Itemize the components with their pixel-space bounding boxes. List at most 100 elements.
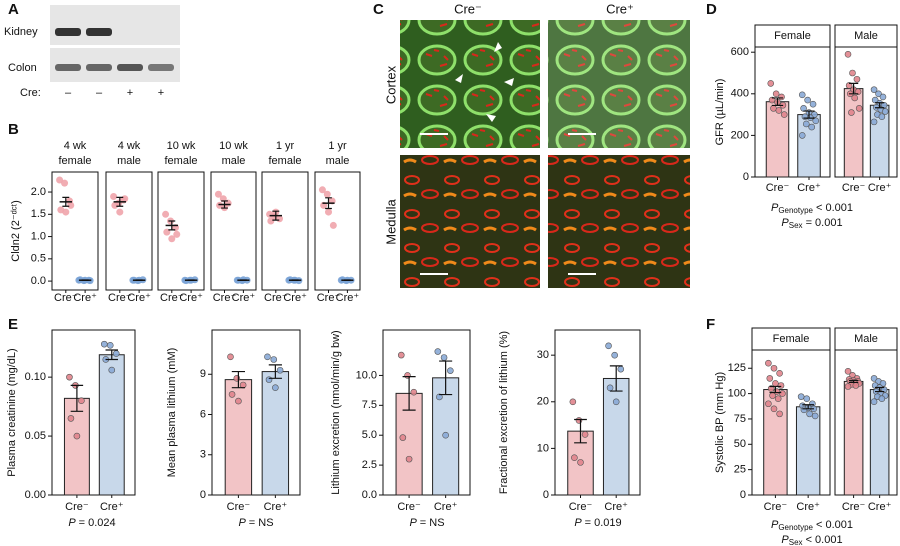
data-point bbox=[605, 342, 612, 350]
error-bar bbox=[848, 82, 859, 95]
micrograph bbox=[548, 155, 690, 288]
data-point bbox=[110, 192, 118, 200]
data-point bbox=[779, 390, 786, 397]
x-tick-label: Cre⁻ bbox=[264, 292, 288, 304]
error-bar bbox=[70, 384, 84, 412]
data-point bbox=[106, 342, 114, 349]
data-point bbox=[800, 406, 808, 414]
stat-symbol: P bbox=[771, 519, 779, 531]
x-tick-label: Cre⁺ bbox=[127, 292, 151, 304]
facet-title: female bbox=[268, 155, 301, 167]
plot-frame bbox=[314, 171, 361, 291]
y-tick-label: 100 bbox=[728, 388, 746, 400]
x-tick-label: Cre⁻ bbox=[766, 182, 790, 194]
plot-frame bbox=[51, 329, 136, 496]
data-point bbox=[798, 91, 806, 99]
plot-frame bbox=[105, 171, 153, 291]
data-point bbox=[772, 380, 779, 387]
data-point bbox=[803, 395, 811, 402]
data-point bbox=[270, 356, 278, 363]
lane-label: + bbox=[158, 87, 164, 99]
data-point bbox=[775, 107, 783, 114]
data-point bbox=[848, 109, 855, 116]
data-point bbox=[611, 351, 618, 359]
facet-title: male bbox=[117, 155, 141, 167]
data-point bbox=[770, 105, 777, 112]
data-point bbox=[776, 370, 783, 377]
data-point bbox=[436, 393, 443, 401]
bar bbox=[795, 406, 821, 496]
error-bar bbox=[105, 349, 118, 361]
error-bar bbox=[168, 220, 176, 231]
facet-strip bbox=[754, 24, 831, 48]
band bbox=[86, 28, 112, 36]
facet-title: 1 yr bbox=[328, 140, 347, 152]
stat-text: PGenotype < 0.001 bbox=[771, 202, 853, 215]
y-tick-label: 0.05 bbox=[25, 430, 46, 442]
y-tick-label: 20 bbox=[537, 396, 549, 408]
data-point bbox=[780, 111, 788, 118]
data-point bbox=[766, 375, 774, 382]
y-tick-label: 600 bbox=[731, 46, 749, 58]
data-point bbox=[612, 398, 620, 406]
band bbox=[86, 64, 112, 71]
y-tick-label: 0 bbox=[743, 171, 749, 183]
band bbox=[148, 64, 174, 71]
data-point bbox=[802, 120, 810, 128]
y-tick-label: 0.00 bbox=[25, 489, 46, 501]
error-bar bbox=[874, 386, 885, 393]
x-tick-label: Cre⁺ bbox=[604, 501, 628, 513]
column-label: Cre⁻ bbox=[454, 1, 482, 16]
data-point bbox=[265, 376, 273, 383]
data-point bbox=[853, 75, 861, 83]
stat-value: = 0.001 bbox=[806, 217, 843, 229]
data-point bbox=[227, 353, 234, 361]
data-point bbox=[264, 353, 271, 361]
stat-value: = 0.024 bbox=[79, 517, 116, 529]
x-tick-label: Cre⁻ bbox=[54, 292, 78, 304]
y-tick-label: 7.5 bbox=[362, 399, 377, 411]
bar bbox=[63, 397, 90, 496]
data-point bbox=[73, 432, 81, 440]
data-point bbox=[852, 382, 860, 389]
y-axis-label: Cldn2 (2⁻ᵈᶜᵗ) bbox=[10, 200, 22, 262]
facet-title: 4 wk bbox=[64, 140, 87, 152]
data-point bbox=[806, 410, 813, 418]
y-tick-label: 0.5 bbox=[31, 253, 46, 265]
data-point bbox=[809, 100, 817, 108]
plot-frame bbox=[382, 329, 471, 496]
y-tick-label: 6 bbox=[200, 408, 206, 420]
plot-frame bbox=[157, 171, 205, 291]
stat-symbol: P bbox=[574, 517, 582, 529]
y-tick-label: 200 bbox=[731, 129, 749, 141]
facet-title: 10 wk bbox=[219, 140, 248, 152]
y-tick-label: 0.10 bbox=[25, 371, 46, 383]
plot-frame bbox=[554, 329, 641, 496]
facet-strip bbox=[834, 327, 898, 351]
data-point bbox=[442, 431, 449, 439]
data-point bbox=[318, 186, 326, 194]
data-point bbox=[577, 459, 584, 466]
stat-subscript: Genotype bbox=[778, 523, 813, 532]
y-axis-label: Plasma creatinine (mg/dL) bbox=[6, 348, 18, 476]
y-axis-label: GFR (µL/min) bbox=[714, 79, 726, 146]
data-point bbox=[776, 410, 783, 418]
data-point bbox=[66, 373, 73, 381]
data-point bbox=[770, 364, 778, 372]
facet-title: Male bbox=[854, 333, 878, 345]
micrograph bbox=[400, 155, 540, 288]
lane-label: + bbox=[127, 87, 133, 99]
x-tick-label: Cre⁻ bbox=[65, 501, 89, 513]
error-bar bbox=[62, 196, 70, 207]
blot-row-label: Colon bbox=[8, 62, 37, 74]
data-point bbox=[881, 108, 889, 115]
plot-frame bbox=[261, 171, 309, 291]
y-tick-label: 3 bbox=[200, 449, 206, 461]
error-bar bbox=[848, 379, 859, 384]
facet-title: Male bbox=[854, 30, 878, 42]
stat-value: < 0.001 bbox=[806, 534, 843, 546]
facet-strip bbox=[751, 327, 831, 351]
data-point bbox=[878, 113, 886, 120]
y-tick-label: 0 bbox=[200, 489, 206, 501]
genotype-label: Cre: bbox=[20, 87, 41, 99]
